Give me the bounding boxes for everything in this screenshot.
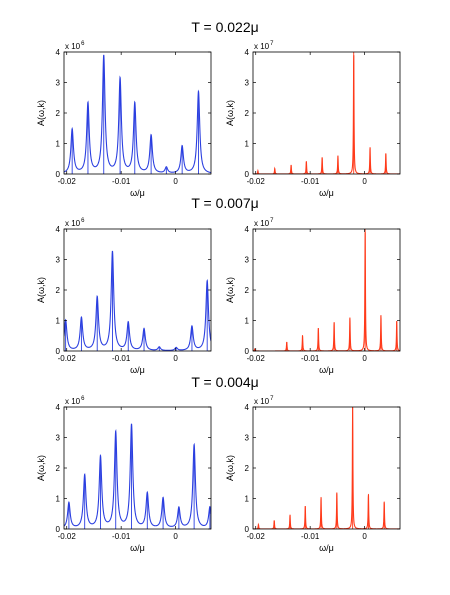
y-tick-label: 1 [245, 495, 250, 504]
axis-exponent-base: x 10 [65, 42, 81, 51]
axis-exponent: x 107 [254, 218, 274, 228]
y-tick-label: 0 [245, 347, 250, 356]
axes-frame [63, 406, 212, 530]
y-tick-label: 2 [56, 109, 61, 118]
axis-exponent-base: x 10 [254, 397, 270, 406]
axes-frame [252, 406, 401, 530]
x-tick-label: -0.02 [247, 532, 266, 541]
axes-frame [252, 228, 401, 352]
axis-exponent-power: 7 [270, 41, 274, 47]
y-axis-label: A(ω,k) [225, 100, 235, 126]
y-tick-label: 4 [56, 48, 61, 57]
y-tick-label: 1 [56, 140, 61, 149]
x-tick-label: -0.02 [58, 177, 77, 186]
spectrum-curve [64, 54, 211, 174]
axis-exponent-power: 7 [270, 396, 274, 402]
axis-exponent-power: 6 [81, 396, 85, 402]
x-tick-label: 0 [362, 532, 367, 541]
y-tick-label: 2 [56, 464, 61, 473]
axis-exponent: x 107 [254, 396, 274, 406]
y-tick-label: 4 [56, 403, 61, 412]
row-title: T = 0.022μ [191, 19, 258, 35]
spectrum-curve [253, 407, 400, 529]
spectrum-curve [64, 250, 211, 351]
row-title: T = 0.004μ [191, 374, 258, 390]
y-axis-label: A(ω,k) [36, 277, 46, 303]
x-tick-label: -0.01 [301, 354, 320, 363]
y-tick-label: 1 [56, 495, 61, 504]
spectrum-panel: 0 1 2 3 4 -0.02 -0.01 0 x 106 ω/μ A(ω,k) [36, 396, 212, 553]
axis-exponent: x 106 [65, 218, 85, 228]
axes-frame [63, 228, 212, 352]
x-axis-label: ω/μ [319, 543, 334, 553]
y-tick-label: 2 [245, 286, 250, 295]
x-axis-label: ω/μ [130, 543, 145, 553]
x-tick-label: 0 [362, 354, 367, 363]
y-tick-label: 3 [245, 79, 250, 88]
spectrum-panel: 0 1 2 3 4 -0.02 -0.01 0 x 107 ω/μ A(ω,k) [225, 396, 401, 553]
y-tick-label: 1 [245, 140, 250, 149]
x-tick-label: -0.02 [58, 532, 77, 541]
axis-exponent-base: x 10 [254, 219, 270, 228]
y-tick-label: 1 [56, 317, 61, 326]
y-tick-label: 3 [245, 256, 250, 265]
y-tick-label: 3 [56, 79, 61, 88]
axis-exponent-power: 7 [270, 218, 274, 224]
spectrum-panel: 0 1 2 3 4 -0.02 -0.01 0 x 106 ω/μ A(ω,k) [36, 218, 212, 375]
y-tick-label: 1 [245, 317, 250, 326]
y-tick-label: 4 [56, 225, 61, 234]
x-tick-label: 0 [173, 177, 178, 186]
x-tick-label: -0.01 [301, 532, 320, 541]
axis-exponent-power: 6 [81, 218, 85, 224]
x-tick-label: -0.01 [112, 532, 131, 541]
y-tick-label: 3 [245, 434, 250, 443]
y-tick-label: 0 [245, 170, 250, 179]
axes-frame [252, 51, 401, 175]
spectrum-panel: 0 1 2 3 4 -0.02 -0.01 0 x 107 ω/μ A(ω,k) [225, 41, 401, 198]
y-axis-label: A(ω,k) [225, 455, 235, 481]
y-tick-label: 3 [56, 256, 61, 265]
spectrum-curve [253, 55, 400, 174]
x-tick-label: -0.02 [58, 354, 77, 363]
y-tick-label: 0 [56, 525, 61, 534]
y-tick-label: 4 [245, 225, 250, 234]
x-tick-label: -0.02 [247, 354, 266, 363]
y-tick-label: 0 [56, 170, 61, 179]
y-tick-label: 4 [245, 403, 250, 412]
x-axis-label: ω/μ [130, 365, 145, 375]
row-title: T = 0.007μ [191, 195, 258, 211]
y-tick-label: 2 [56, 286, 61, 295]
x-tick-label: -0.02 [247, 177, 266, 186]
y-tick-label: 3 [56, 434, 61, 443]
y-axis-label: A(ω,k) [36, 455, 46, 481]
axis-exponent-base: x 10 [254, 42, 270, 51]
y-tick-label: 2 [245, 109, 250, 118]
x-axis-label: ω/μ [130, 188, 145, 198]
spectrum-panel: 0 1 2 3 4 -0.02 -0.01 0 x 107 ω/μ A(ω,k) [225, 218, 401, 375]
axis-exponent: x 107 [254, 41, 274, 51]
y-axis-label: A(ω,k) [225, 277, 235, 303]
axis-exponent-power: 6 [81, 41, 85, 47]
spectrum-curve [64, 423, 211, 527]
x-tick-label: 0 [362, 177, 367, 186]
x-tick-label: 0 [173, 354, 178, 363]
x-tick-label: -0.01 [301, 177, 320, 186]
axis-exponent: x 106 [65, 41, 85, 51]
x-axis-label: ω/μ [319, 188, 334, 198]
x-axis-label: ω/μ [319, 365, 334, 375]
y-tick-label: 4 [245, 48, 250, 57]
y-axis-label: A(ω,k) [36, 100, 46, 126]
axis-exponent-base: x 10 [65, 397, 81, 406]
x-tick-label: -0.01 [112, 354, 131, 363]
x-tick-label: 0 [173, 532, 178, 541]
axis-exponent-base: x 10 [65, 219, 81, 228]
y-tick-label: 0 [245, 525, 250, 534]
y-tick-label: 2 [245, 464, 250, 473]
spectrum-panel: 0 1 2 3 4 -0.02 -0.01 0 x 106 ω/μ A(ω,k) [36, 41, 212, 198]
axis-exponent: x 106 [65, 396, 85, 406]
y-tick-label: 0 [56, 347, 61, 356]
x-tick-label: -0.01 [112, 177, 131, 186]
spectrum-curve [253, 232, 400, 351]
